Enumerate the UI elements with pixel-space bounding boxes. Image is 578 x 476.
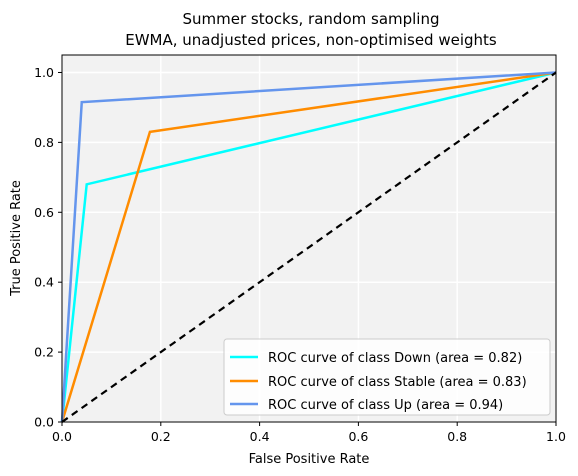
legend: ROC curve of class Down (area = 0.82) RO… [223, 338, 551, 416]
plot-frame [61, 54, 557, 423]
x-axis-label: False Positive Rate [249, 452, 370, 467]
y-tick-label: 0.8 [34, 135, 54, 150]
chance-diagonal-line [61, 71, 557, 423]
x-tick-label: 1.0 [546, 429, 566, 444]
chart-title: Summer stocks, random sampling [182, 10, 439, 28]
y-tick-label: 0.2 [34, 345, 54, 360]
roc-curve-up [60, 71, 557, 423]
y-tick-label: 0.0 [34, 415, 54, 430]
x-tick-label: 0.4 [250, 429, 270, 444]
x-tick-label: 0.2 [151, 429, 171, 444]
chart-subtitle: EWMA, unadjusted prices, non-optimised w… [125, 31, 497, 49]
x-tick-label: 0.6 [348, 429, 368, 444]
roc-curve-down [60, 71, 557, 423]
axis-ticks: 0.0 0.2 0.4 0.6 0.8 1.0 0.0 0.2 0.4 0.6 0.8 1.0 [34, 65, 566, 444]
y-tick-label: 0.4 [34, 275, 54, 290]
legend-box [223, 338, 551, 416]
y-tick-label: 1.0 [34, 65, 54, 80]
x-tick-label: 0.8 [447, 429, 467, 444]
roc-curve-stable [60, 71, 557, 423]
x-tick-label: 0.0 [52, 429, 72, 444]
legend-entry-down: ROC curve of class Down (area = 0.82) [268, 351, 522, 366]
legend-entry-stable: ROC curve of class Stable (area = 0.83) [268, 375, 527, 390]
y-axis-label: True Positive Rate [9, 180, 24, 297]
legend-entry-up: ROC curve of class Up (area = 0.94) [268, 398, 503, 413]
series-layer [60, 71, 557, 423]
y-tick-label: 0.6 [34, 205, 54, 220]
